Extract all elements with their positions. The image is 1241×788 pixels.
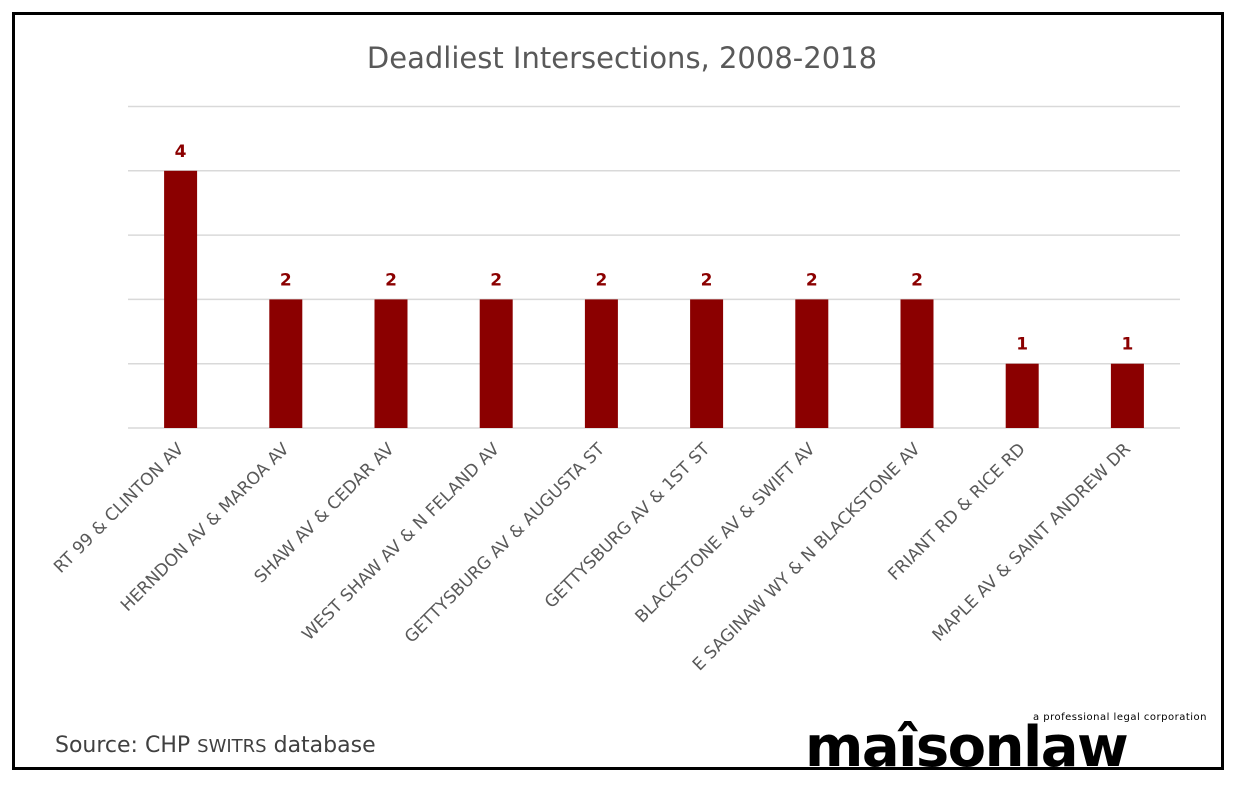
bar bbox=[1110, 363, 1144, 428]
x-tick-label: MAPLE AV & SAINT ANDREW DR bbox=[929, 439, 1135, 645]
logo-wordmark: maîsonlaw bbox=[805, 715, 1129, 780]
data-labels: 4 2 2 2 2 2 2 2 1 1 bbox=[175, 142, 1134, 355]
gridlines bbox=[128, 105, 1180, 429]
data-label: 2 bbox=[595, 270, 607, 290]
source-prefix: Source: CHP bbox=[55, 733, 198, 758]
bar-chart: Deadliest Intersections, 2008-2018 4 2 2 2 2… bbox=[50, 41, 1180, 675]
bar bbox=[795, 299, 829, 428]
data-label: 1 bbox=[1016, 335, 1028, 355]
bar bbox=[584, 299, 618, 428]
data-label: 2 bbox=[490, 270, 502, 290]
bars bbox=[164, 170, 1144, 429]
bar bbox=[1005, 363, 1039, 428]
bar bbox=[269, 299, 303, 428]
bar bbox=[479, 299, 513, 428]
chart-frame: Deadliest Intersections, 2008-2018 4 2 2 2 2… bbox=[12, 12, 1224, 780]
x-tick-label: GETTYSBURG AV & AUGUSTA ST bbox=[401, 439, 609, 647]
data-label: 2 bbox=[280, 270, 292, 290]
bar bbox=[900, 299, 934, 428]
maisonlaw-logo: a professional legal corporation maîsonl… bbox=[805, 710, 1215, 780]
logo-tagline: a professional legal corporation bbox=[1032, 712, 1207, 723]
data-label: 2 bbox=[385, 270, 397, 290]
x-tick-label: BLACKSTONE AV & SWIFT AV bbox=[632, 439, 820, 627]
data-label: 2 bbox=[806, 270, 818, 290]
source-note: Source: CHP SWITRS database bbox=[55, 733, 376, 758]
x-tick-label: WEST SHAW AV & N FELAND AV bbox=[298, 439, 504, 645]
x-tick-label: E SAGINAW WY & N BLACKSTONE AV bbox=[689, 439, 925, 675]
x-tick-label: GETTYSBURG AV & 1ST ST bbox=[541, 439, 715, 613]
bar bbox=[374, 299, 408, 428]
chart-title: Deadliest Intersections, 2008-2018 bbox=[367, 41, 877, 75]
x-tick-label: HERNDON AV & MAROA AV bbox=[117, 439, 294, 616]
data-label: 2 bbox=[701, 270, 713, 290]
data-label: 1 bbox=[1121, 335, 1133, 355]
data-label: 2 bbox=[911, 270, 923, 290]
bar bbox=[690, 299, 724, 428]
bar bbox=[164, 170, 198, 429]
source-suffix: database bbox=[266, 733, 376, 758]
source-database-name: SWITRS bbox=[197, 736, 267, 757]
data-label: 4 bbox=[175, 142, 187, 162]
